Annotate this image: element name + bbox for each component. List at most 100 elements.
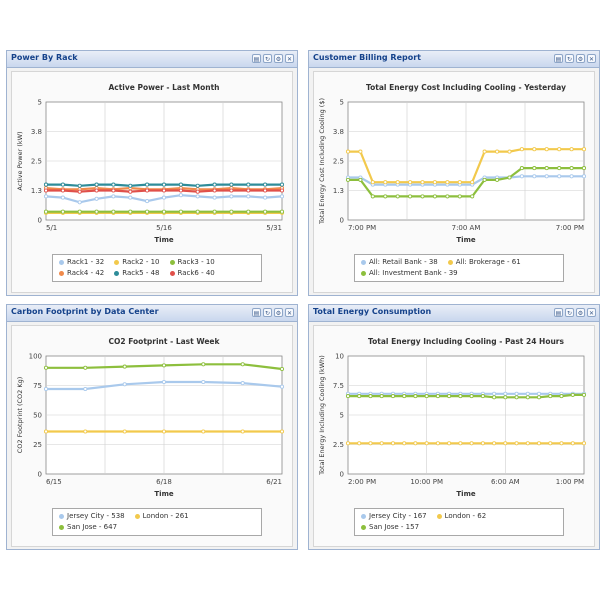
data-point[interactable] (390, 441, 396, 446)
data-point[interactable] (161, 188, 167, 193)
data-point[interactable] (122, 429, 127, 434)
settings-icon[interactable]: ⚙ (576, 308, 585, 317)
data-point[interactable] (161, 195, 167, 200)
settings-icon[interactable]: ⚙ (576, 54, 585, 63)
data-point[interactable] (532, 147, 537, 152)
data-point[interactable] (279, 194, 285, 199)
data-point[interactable] (581, 392, 587, 397)
data-point[interactable] (195, 189, 200, 194)
data-point[interactable] (445, 194, 450, 199)
data-point[interactable] (424, 394, 429, 399)
data-point[interactable] (201, 362, 206, 367)
data-point[interactable] (212, 209, 217, 214)
data-point[interactable] (357, 441, 362, 446)
data-point[interactable] (507, 149, 512, 154)
data-point[interactable] (581, 174, 587, 179)
data-point[interactable] (246, 194, 251, 199)
data-point[interactable] (178, 209, 183, 214)
data-point[interactable] (532, 166, 537, 171)
data-point[interactable] (145, 199, 150, 204)
data-point[interactable] (60, 209, 65, 214)
data-point[interactable] (559, 394, 564, 399)
data-point[interactable] (557, 147, 562, 152)
data-point[interactable] (548, 441, 553, 446)
close-icon[interactable]: ✕ (587, 54, 596, 63)
data-point[interactable] (544, 174, 549, 179)
data-point[interactable] (525, 391, 530, 396)
data-point[interactable] (507, 175, 512, 180)
data-point[interactable] (240, 381, 245, 386)
data-point[interactable] (447, 394, 452, 399)
data-point[interactable] (495, 149, 500, 154)
data-point[interactable] (201, 379, 206, 385)
data-point[interactable] (122, 382, 127, 387)
data-point[interactable] (279, 209, 285, 214)
data-point[interactable] (569, 174, 574, 179)
data-point[interactable] (536, 395, 542, 400)
data-point[interactable] (514, 391, 519, 396)
data-point[interactable] (470, 180, 475, 185)
data-point[interactable] (432, 194, 437, 199)
data-point[interactable] (43, 194, 49, 199)
legend-item[interactable]: San Jose - 157 (361, 522, 419, 533)
data-point[interactable] (246, 188, 251, 193)
data-point[interactable] (492, 441, 497, 446)
data-point[interactable] (557, 166, 562, 171)
data-point[interactable] (383, 180, 388, 185)
close-icon[interactable]: ✕ (587, 308, 596, 317)
data-point[interactable] (128, 195, 133, 200)
data-point[interactable] (279, 366, 285, 372)
data-point[interactable] (345, 177, 351, 182)
data-point[interactable] (420, 194, 425, 199)
data-point[interactable] (581, 441, 587, 446)
save-icon[interactable]: ▤ (252, 54, 261, 63)
refresh-icon[interactable]: ↻ (263, 54, 272, 63)
settings-icon[interactable]: ⚙ (274, 54, 283, 63)
data-point[interactable] (212, 182, 217, 187)
data-point[interactable] (263, 195, 268, 200)
data-point[interactable] (379, 441, 384, 446)
data-point[interactable] (178, 182, 183, 187)
data-point[interactable] (445, 180, 450, 185)
data-point[interactable] (368, 394, 373, 399)
data-point[interactable] (435, 394, 440, 399)
data-point[interactable] (370, 194, 375, 199)
legend-item[interactable]: Jersey City - 167 (361, 511, 427, 522)
data-point[interactable] (246, 182, 251, 187)
data-point[interactable] (480, 394, 485, 399)
data-point[interactable] (111, 182, 116, 187)
data-point[interactable] (111, 188, 116, 193)
data-point[interactable] (83, 386, 88, 392)
data-point[interactable] (458, 394, 463, 399)
data-point[interactable] (161, 363, 167, 368)
data-point[interactable] (357, 394, 362, 399)
data-point[interactable] (145, 182, 150, 187)
legend-item[interactable]: Rack4 - 42 (59, 268, 104, 279)
data-point[interactable] (370, 180, 375, 185)
refresh-icon[interactable]: ↻ (263, 308, 272, 317)
legend-item[interactable]: All: Brokerage - 61 (447, 257, 521, 268)
data-point[interactable] (195, 194, 200, 199)
data-point[interactable] (60, 195, 65, 200)
data-point[interactable] (368, 441, 373, 446)
data-point[interactable] (43, 188, 49, 193)
data-point[interactable] (229, 194, 234, 199)
data-point[interactable] (457, 194, 462, 199)
data-point[interactable] (536, 441, 542, 446)
legend-item[interactable]: London - 62 (436, 511, 486, 522)
legend-item[interactable]: San Jose - 647 (59, 522, 117, 533)
data-point[interactable] (83, 429, 88, 434)
data-point[interactable] (395, 194, 400, 199)
data-point[interactable] (424, 441, 429, 446)
data-point[interactable] (201, 429, 206, 434)
data-point[interactable] (495, 177, 500, 182)
data-point[interactable] (94, 209, 99, 214)
data-point[interactable] (279, 384, 285, 389)
data-point[interactable] (279, 429, 285, 434)
save-icon[interactable]: ▤ (252, 308, 261, 317)
data-point[interactable] (94, 196, 99, 201)
data-point[interactable] (178, 188, 183, 193)
data-point[interactable] (519, 174, 524, 179)
data-point[interactable] (279, 188, 285, 193)
data-point[interactable] (43, 209, 49, 214)
